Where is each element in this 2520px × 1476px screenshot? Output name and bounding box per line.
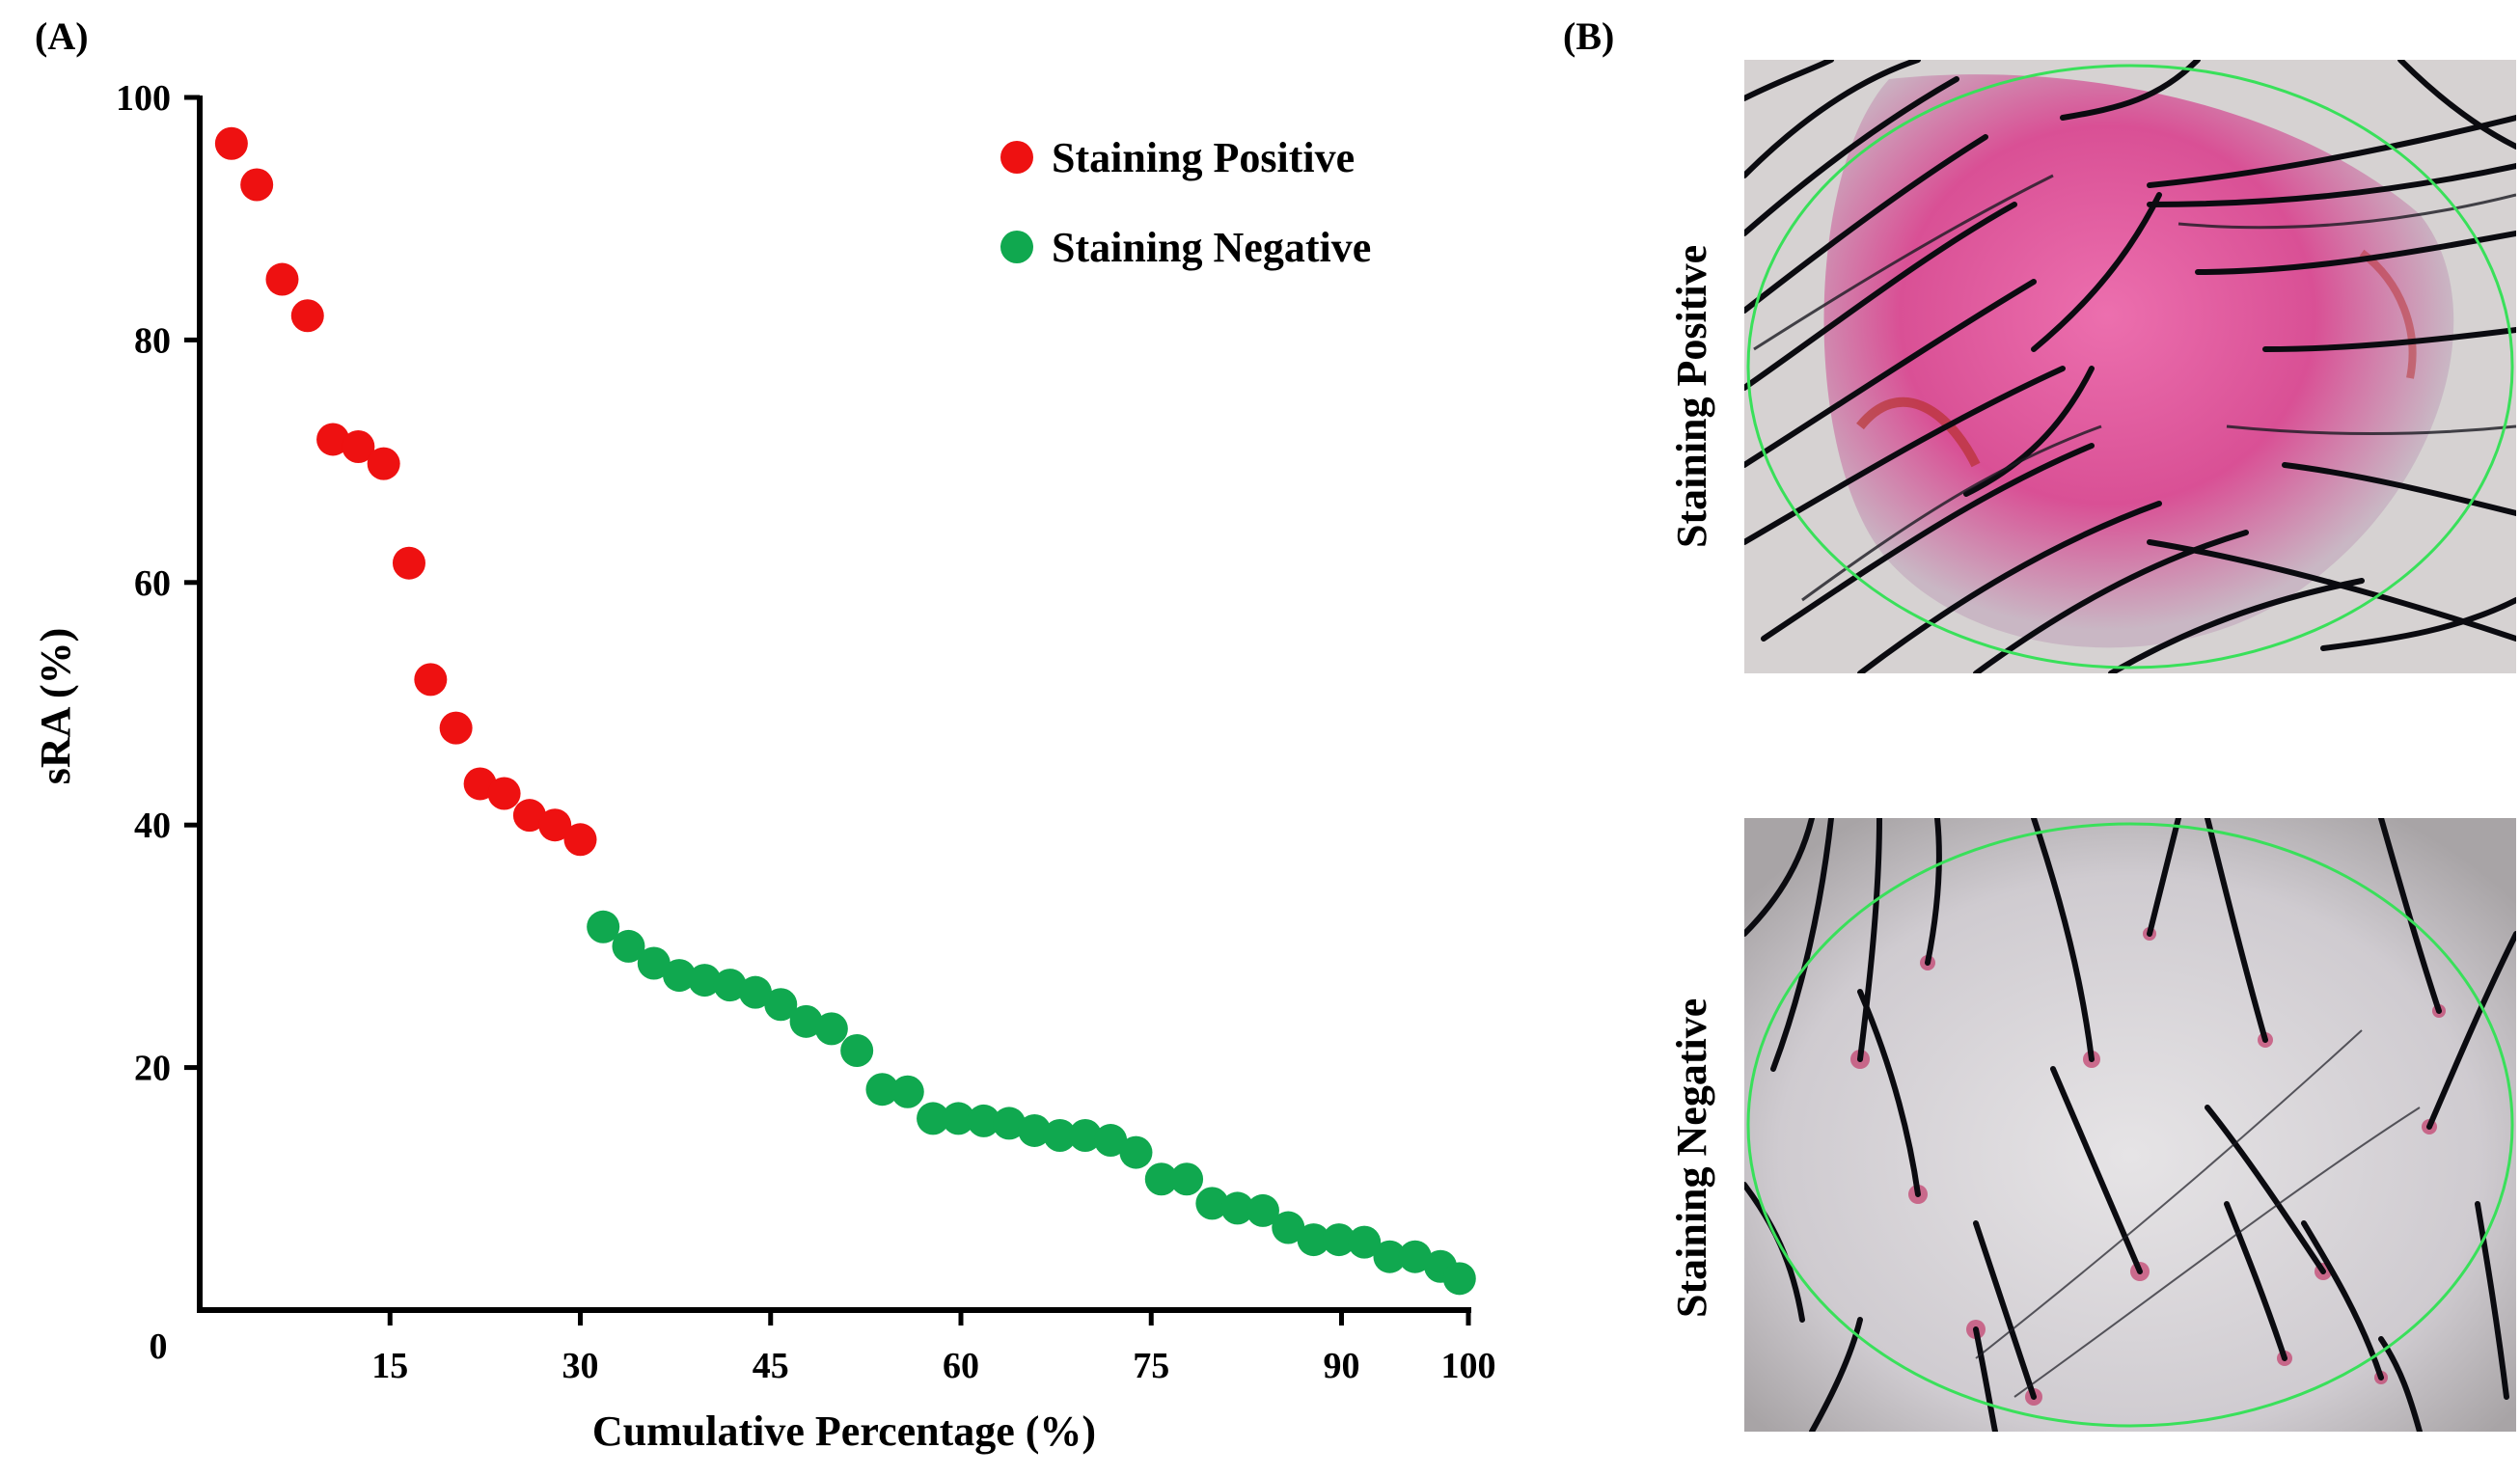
positive-data-point — [487, 777, 521, 810]
negative-data-point — [1398, 1240, 1432, 1273]
x-tick-label: 30 — [562, 1346, 599, 1386]
positive-data-point — [563, 823, 597, 857]
positive-data-point — [316, 423, 350, 456]
negative-data-point — [865, 1073, 899, 1107]
negative-data-point — [663, 959, 697, 993]
negative-data-point — [840, 1034, 874, 1068]
negative-data-point — [992, 1107, 1026, 1140]
positive-image-caption: Staining Positive — [1668, 244, 1715, 548]
positive-data-point — [342, 430, 375, 464]
y-tick-label: 60 — [134, 563, 171, 604]
negative-data-point — [942, 1102, 975, 1135]
x-tick-label: 60 — [943, 1346, 979, 1386]
negative-data-point — [637, 946, 671, 980]
negative-data-point — [814, 1012, 848, 1046]
negative-data-point — [1348, 1225, 1382, 1259]
negative-data-point — [1220, 1191, 1254, 1225]
chart-legend: Staining Positive Staining Negative — [1000, 134, 1371, 271]
legend-label: Staining Negative — [1052, 224, 1371, 271]
negative-data-point — [1094, 1124, 1128, 1158]
negative-data-point — [789, 1004, 823, 1038]
negative-data-point — [967, 1104, 1000, 1137]
negative-data-point — [1170, 1162, 1204, 1196]
x-tick-label: 15 — [371, 1346, 408, 1386]
positive-data-point — [265, 262, 299, 296]
positive-data-point — [538, 808, 572, 842]
negative-data-point — [612, 929, 645, 963]
origin-label: 0 — [150, 1326, 168, 1367]
positive-data-point — [439, 711, 473, 745]
y-tick-label: 80 — [134, 320, 171, 361]
x-tick-label: 90 — [1324, 1346, 1360, 1386]
chart-points — [214, 126, 1476, 1296]
negative-data-point — [1018, 1113, 1052, 1147]
x-tick-label: 100 — [1441, 1346, 1496, 1386]
positive-data-point — [414, 663, 448, 697]
chart-ticks: 15 30 45 60 75 90 100 20 40 60 80 100 0 — [116, 78, 1496, 1386]
negative-data-point — [1373, 1240, 1407, 1273]
y-tick-label: 100 — [116, 78, 171, 119]
chart-axes — [197, 96, 1471, 1313]
panel-b-label: (B) — [1563, 14, 1615, 58]
x-tick-label: 75 — [1133, 1346, 1169, 1386]
legend-marker — [1000, 141, 1033, 174]
negative-data-point — [1297, 1223, 1330, 1257]
positive-data-point — [367, 447, 400, 480]
negative-data-point — [587, 910, 620, 943]
negative-data-point — [713, 969, 747, 1002]
negative-data-point — [1246, 1193, 1279, 1227]
negative-data-point — [688, 964, 722, 998]
negative-data-point — [764, 988, 798, 1022]
panel-a-label: (A) — [35, 14, 89, 58]
scatter-chart: 15 30 45 60 75 90 100 20 40 60 80 100 0 Staining Pos… — [32, 78, 1496, 1455]
negative-image-caption: Staining Negative — [1668, 998, 1715, 1318]
positive-data-point — [512, 799, 546, 833]
negative-data-point — [1272, 1211, 1305, 1244]
y-axis-title: sRA (%) — [32, 628, 79, 785]
y-tick-label: 40 — [134, 806, 171, 846]
positive-data-point — [392, 546, 425, 580]
legend-marker — [1000, 231, 1033, 263]
positive-data-point — [290, 299, 324, 333]
x-axis-title: Cumulative Percentage (%) — [592, 1408, 1096, 1455]
positive-data-point — [214, 126, 248, 160]
negative-data-point — [1144, 1162, 1178, 1196]
negative-data-point — [1195, 1187, 1229, 1220]
negative-data-point — [1322, 1223, 1356, 1257]
y-tick-label: 20 — [134, 1049, 171, 1089]
dermoscopy-image-negative — [1744, 818, 2516, 1432]
negative-data-point — [917, 1102, 950, 1135]
negative-data-point — [738, 975, 772, 1009]
negative-data-point — [1068, 1118, 1102, 1152]
dermoscopy-image-positive — [1744, 60, 2516, 673]
negative-data-point — [890, 1075, 924, 1108]
legend-label: Staining Positive — [1052, 134, 1355, 181]
negative-data-point — [1043, 1118, 1077, 1152]
positive-data-point — [240, 168, 274, 202]
negative-data-point — [1119, 1135, 1153, 1169]
x-tick-label: 45 — [753, 1346, 789, 1386]
negative-data-point — [1442, 1262, 1476, 1296]
